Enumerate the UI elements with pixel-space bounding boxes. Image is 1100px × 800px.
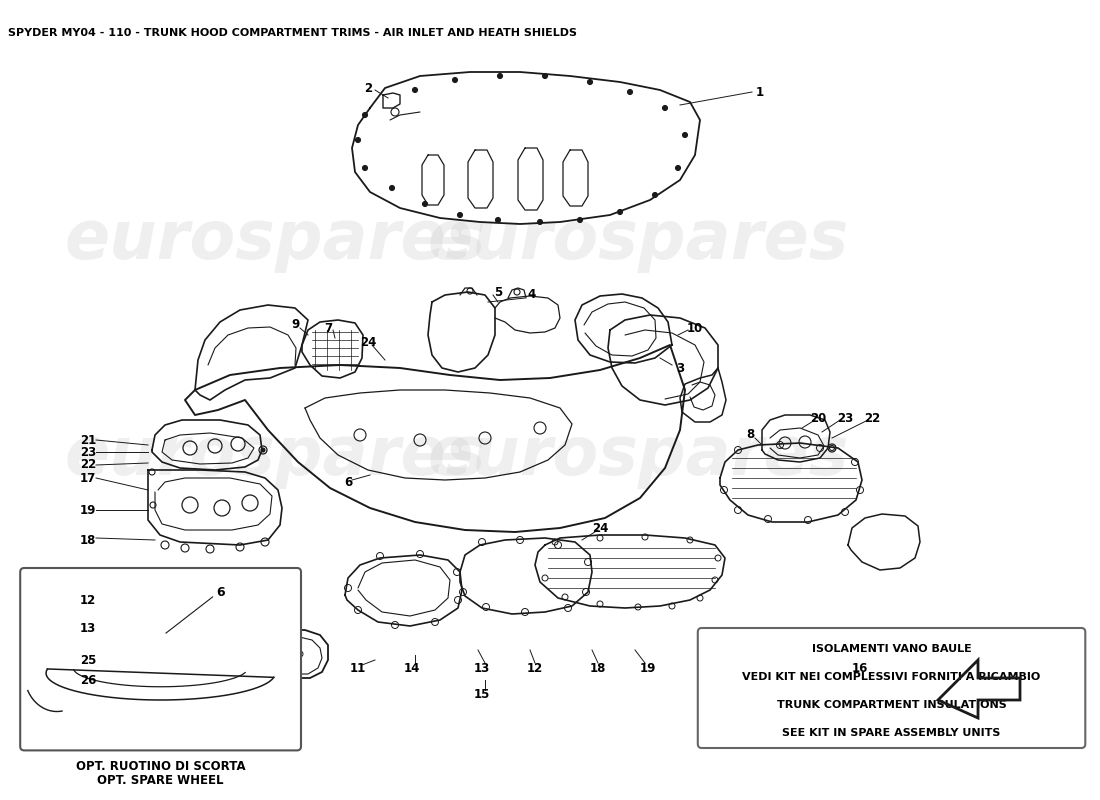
Text: 4: 4	[528, 289, 536, 302]
Circle shape	[363, 113, 367, 118]
Text: OPT. SPARE WHEEL: OPT. SPARE WHEEL	[97, 774, 224, 787]
FancyBboxPatch shape	[20, 568, 301, 750]
Text: 2: 2	[364, 82, 372, 94]
Text: 6: 6	[217, 586, 224, 599]
Text: 15: 15	[474, 689, 491, 702]
Text: TRUNK COMPARTMENT INSULATIONS: TRUNK COMPARTMENT INSULATIONS	[777, 700, 1006, 710]
Text: 6: 6	[344, 475, 352, 489]
Text: 23: 23	[837, 411, 854, 425]
Text: 3: 3	[675, 362, 684, 374]
Text: 26: 26	[80, 674, 96, 686]
Circle shape	[495, 218, 500, 222]
Text: 18: 18	[80, 534, 96, 546]
Text: 13: 13	[474, 662, 491, 674]
Circle shape	[662, 106, 668, 110]
Text: 23: 23	[80, 446, 96, 458]
Text: 24: 24	[592, 522, 608, 534]
Text: VEDI KIT NEI COMPLESSIVI FORNITI A RICAMBIO: VEDI KIT NEI COMPLESSIVI FORNITI A RICAM…	[742, 672, 1041, 682]
Circle shape	[355, 138, 361, 142]
Circle shape	[389, 186, 395, 190]
Circle shape	[363, 166, 367, 170]
Text: 14: 14	[404, 662, 420, 674]
Text: 7: 7	[323, 322, 332, 334]
Circle shape	[412, 87, 418, 93]
Text: SEE KIT IN SPARE ASSEMBLY UNITS: SEE KIT IN SPARE ASSEMBLY UNITS	[782, 728, 1001, 738]
Text: 18: 18	[590, 662, 606, 674]
Text: 24: 24	[360, 335, 376, 349]
Text: 1: 1	[756, 86, 764, 98]
Text: 25: 25	[80, 654, 96, 666]
Circle shape	[627, 90, 632, 94]
Text: ISOLAMENTI VANO BAULE: ISOLAMENTI VANO BAULE	[812, 644, 971, 654]
Circle shape	[587, 79, 593, 85]
Circle shape	[652, 193, 658, 198]
Text: OPT. RUOTINO DI SCORTA: OPT. RUOTINO DI SCORTA	[76, 760, 245, 774]
Text: 16: 16	[851, 662, 868, 674]
Text: 22: 22	[80, 458, 96, 471]
Text: 19: 19	[80, 503, 96, 517]
Text: 21: 21	[80, 434, 96, 446]
Text: 9: 9	[290, 318, 299, 331]
Circle shape	[538, 219, 542, 225]
Text: 12: 12	[527, 662, 543, 674]
Circle shape	[422, 202, 428, 206]
Text: eurospares: eurospares	[64, 423, 486, 489]
Text: eurospares: eurospares	[64, 207, 486, 273]
Circle shape	[682, 133, 688, 138]
Circle shape	[578, 218, 583, 222]
Text: SPYDER MY04 - 110 - TRUNK HOOD COMPARTMENT TRIMS - AIR INLET AND HEATH SHIELDS: SPYDER MY04 - 110 - TRUNK HOOD COMPARTME…	[8, 28, 578, 38]
Text: 5: 5	[494, 286, 502, 298]
Text: 8: 8	[746, 429, 755, 442]
FancyBboxPatch shape	[697, 628, 1086, 748]
Text: 11: 11	[350, 662, 366, 674]
Circle shape	[497, 74, 503, 78]
Circle shape	[617, 210, 623, 214]
Text: eurospares: eurospares	[427, 207, 849, 273]
Text: 22: 22	[864, 411, 880, 425]
Text: 13: 13	[80, 622, 96, 634]
Text: 19: 19	[640, 662, 657, 674]
Circle shape	[458, 213, 462, 218]
Text: 20: 20	[810, 411, 826, 425]
Circle shape	[675, 166, 681, 170]
Text: 12: 12	[80, 594, 96, 606]
Text: 10: 10	[686, 322, 703, 334]
Text: eurospares: eurospares	[427, 423, 849, 489]
Circle shape	[452, 78, 458, 82]
Text: 17: 17	[80, 471, 96, 485]
Circle shape	[261, 448, 265, 452]
Circle shape	[542, 74, 548, 78]
